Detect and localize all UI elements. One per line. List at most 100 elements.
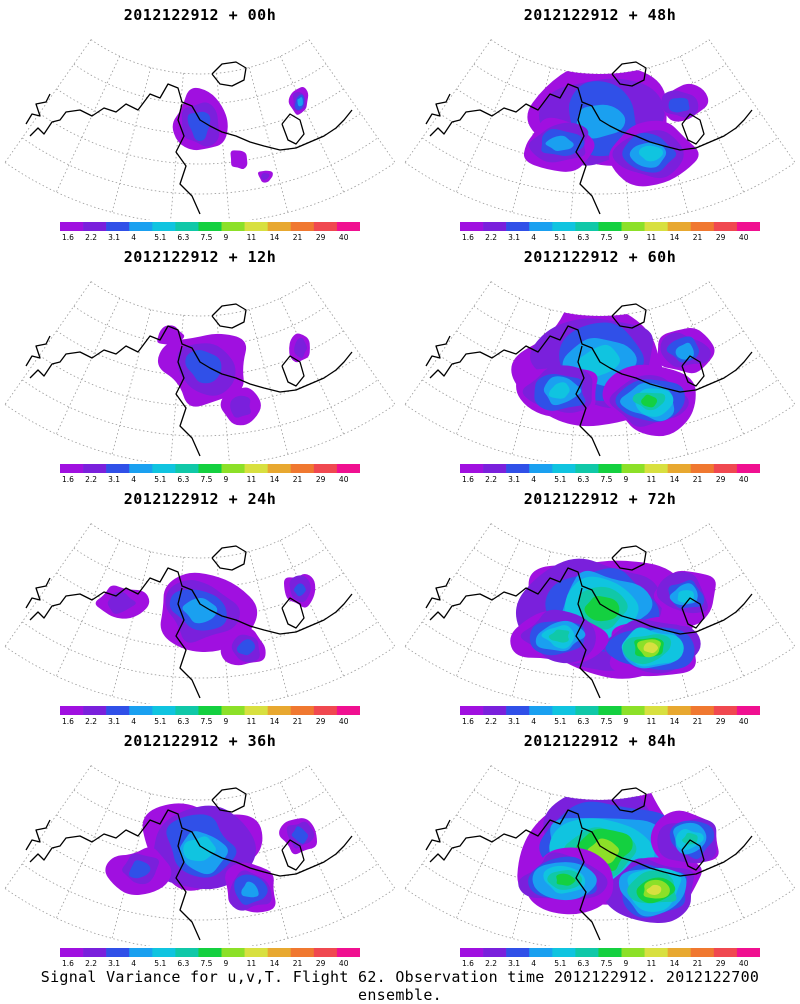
longitude-line [679, 56, 745, 193]
latitude-line [404, 646, 796, 704]
coastline [25, 335, 51, 367]
colorbar-swatch [290, 706, 315, 715]
colorbar-swatch [575, 948, 599, 957]
colorbar-label: 11 [647, 959, 657, 968]
map-plot [404, 523, 796, 704]
variance-field [105, 803, 318, 913]
coastlines [425, 545, 753, 699]
longitude-line [455, 298, 521, 435]
coastline [611, 787, 647, 813]
colorbar: 1.6 2.2 3.1 4 5.1 6.3 7.5 9 11 14 21 29 40 [460, 222, 760, 242]
colorbar-swatch [83, 222, 107, 231]
colorbar-swatch [152, 222, 176, 231]
colorbar-swatch [244, 222, 268, 231]
colorbar-label: 40 [739, 233, 749, 242]
colorbar-label: 11 [647, 717, 657, 726]
contour-level [182, 597, 218, 624]
colorbar-label: 3.1 [508, 475, 520, 484]
longitude-line [455, 782, 521, 919]
colorbar-label: 4 [531, 959, 536, 968]
colorbar-label: 40 [339, 959, 349, 968]
latitude-line [473, 789, 727, 831]
coastline [25, 93, 51, 125]
coastline [429, 83, 753, 151]
longitude-line [248, 551, 289, 697]
colorbar-label: 29 [316, 959, 326, 968]
longitude-line [404, 765, 492, 889]
colorbar-label: 21 [293, 959, 303, 968]
latitude-line [490, 765, 710, 801]
colorbar-swatch [713, 464, 738, 473]
colorbar-swatch [60, 464, 84, 473]
colorbar-label: 5.1 [554, 959, 566, 968]
longitude-line [4, 39, 92, 163]
panel-grid: 2012122912 + 00h 1.6 2.2 3.1 4 5.1 6.3 7.5 9 11 14… [4, 0, 800, 968]
colorbar-label: 9 [224, 475, 229, 484]
coastline [211, 303, 247, 329]
contour-level [297, 97, 303, 107]
longitude-line [308, 765, 396, 889]
colorbar-swatch [736, 464, 760, 473]
colorbar-swatch [267, 948, 292, 957]
colorbar-label: 29 [316, 475, 326, 484]
longitude-line [455, 540, 521, 677]
contour-level [545, 135, 574, 151]
colorbar-swatch [83, 706, 107, 715]
colorbar-label: 14 [670, 475, 680, 484]
forecast-panel: 2012122912 + 48h 1.6 2.2 3.1 4 5.1 6.3 7.5 9 11 14… [400, 0, 800, 242]
colorbar-label: 11 [247, 233, 257, 242]
panel-title: 2012122912 + 12h [123, 248, 277, 266]
longitude-line [248, 309, 289, 455]
contour-level [556, 873, 576, 886]
longitude-line [4, 523, 92, 647]
colorbar-label: 5.1 [154, 717, 166, 726]
contour-level [576, 104, 626, 139]
longitude-line [279, 782, 345, 919]
contour-level [548, 629, 570, 643]
longitude-line [216, 73, 230, 220]
colorbar-label: 14 [270, 233, 280, 242]
colorbar-label: 11 [247, 475, 257, 484]
contour-level [646, 884, 662, 896]
contour-level [641, 394, 658, 408]
colorbar-label: 2.2 [85, 475, 97, 484]
colorbar-label: 7.5 [600, 959, 612, 968]
longitude-line [111, 67, 152, 213]
contour-level [230, 150, 248, 170]
colorbar-swatch [506, 464, 530, 473]
colorbar-label: 4 [531, 475, 536, 484]
colorbar-swatch [713, 706, 738, 715]
colorbar-swatch [129, 706, 153, 715]
colorbar-label: 3.1 [508, 717, 520, 726]
longitude-line [55, 56, 121, 193]
forecast-panel: 2012122912 + 72h 1.6 2.2 3.1 4 5.1 6.3 7.5 9 11 14… [400, 484, 800, 726]
coastline [281, 839, 305, 871]
map-plot [4, 281, 396, 462]
colorbar-label: 14 [670, 717, 680, 726]
colorbar-label: 3.1 [508, 233, 520, 242]
colorbar-swatch [644, 464, 668, 473]
colorbar-label: 7.5 [600, 475, 612, 484]
colorbar-label: 40 [739, 717, 749, 726]
colorbar-label: 6.3 [177, 233, 189, 242]
coastline [281, 355, 305, 387]
coastline [25, 577, 51, 609]
colorbar-swatch [290, 222, 315, 231]
colorbar-label: 3.1 [108, 475, 120, 484]
colorbar-swatch [598, 222, 622, 231]
coastline [425, 819, 451, 851]
colorbar-label: 4 [131, 233, 136, 242]
colorbar-swatch [290, 948, 315, 957]
colorbar-label: 2.2 [85, 959, 97, 968]
colorbar-swatch [106, 464, 130, 473]
latitude-line [73, 789, 327, 831]
coastline [425, 577, 451, 609]
contour-level [241, 881, 259, 898]
colorbar-swatch [221, 464, 245, 473]
longitude-line [708, 39, 796, 163]
coastline [425, 335, 451, 367]
colorbar-label: 5.1 [154, 233, 166, 242]
colorbar-label: 14 [670, 959, 680, 968]
colorbar-label: 1.6 [462, 959, 474, 968]
colorbar-swatch [244, 948, 268, 957]
